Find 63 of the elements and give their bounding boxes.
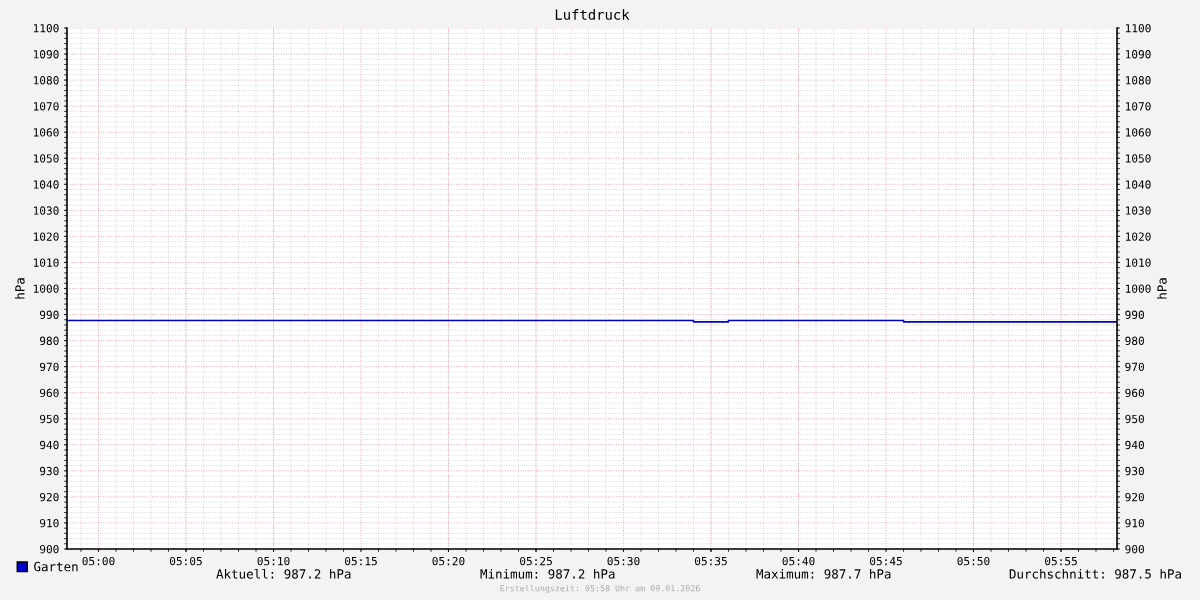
text: Erstellungszeit: 05:58 Uhr am 09.01.2026 bbox=[500, 584, 700, 594]
x-tick-label: 05:20 bbox=[432, 556, 465, 566]
y-tick-label: 1090 bbox=[33, 50, 59, 59]
y-tick-label: 900 bbox=[39, 545, 59, 554]
y-tick-label: 960 bbox=[39, 388, 59, 398]
y-tick-label: 1080 bbox=[33, 76, 59, 85]
x-tick-label: 05:45 bbox=[870, 556, 902, 566]
y2-tick-label: 960 bbox=[1125, 388, 1144, 398]
y2-tick-label: 1050 bbox=[1125, 154, 1151, 163]
y2-tick-label: 1100 bbox=[1125, 24, 1151, 33]
x-tick-label: 05:55 bbox=[1045, 556, 1077, 566]
y2-tick-label: 1090 bbox=[1125, 50, 1151, 59]
y2-tick-label: 1080 bbox=[1125, 76, 1151, 85]
y2-axis-title: hPa bbox=[1157, 278, 1167, 299]
chart-title: Luftdruck bbox=[555, 9, 630, 20]
x-tick-label: 05:30 bbox=[607, 556, 640, 566]
x-tick-label: 05:10 bbox=[257, 556, 290, 566]
y-tick-label: 1010 bbox=[33, 258, 59, 267]
y-tick-label: 1030 bbox=[33, 206, 59, 215]
y2-tick-label: 940 bbox=[1125, 440, 1144, 450]
y-tick-label: 940 bbox=[39, 440, 59, 450]
y2-tick-label: 1070 bbox=[1125, 102, 1151, 111]
text: Maximum: 987.7 hPa bbox=[756, 568, 891, 579]
x-tick-label: 05:05 bbox=[169, 556, 202, 566]
y2-tick-label: 920 bbox=[1125, 492, 1144, 502]
y-tick-label: 1100 bbox=[33, 24, 59, 33]
y-axis-title: hPa bbox=[14, 278, 25, 299]
x-tick-label: 05:40 bbox=[782, 556, 815, 566]
y2-tick-label: 1040 bbox=[1125, 180, 1151, 189]
y-tick-label: 1040 bbox=[33, 180, 59, 189]
y-tick-label: 980 bbox=[39, 336, 59, 346]
y-tick-label: 970 bbox=[39, 362, 59, 372]
x-tick-label: 05:25 bbox=[520, 556, 552, 566]
y2-tick-label: 970 bbox=[1125, 362, 1144, 372]
y2-tick-label: 1000 bbox=[1125, 284, 1151, 293]
y2-tick-label: 950 bbox=[1125, 414, 1144, 424]
x-tick-label: 05:00 bbox=[82, 556, 115, 566]
y2-tick-label: 1020 bbox=[1125, 232, 1151, 241]
y-tick-label: 950 bbox=[39, 414, 59, 424]
x-tick-label: 05:50 bbox=[957, 556, 990, 566]
text: Durchschnitt: 987.5 hPa bbox=[1009, 568, 1181, 579]
y-tick-label: 910 bbox=[39, 518, 59, 528]
y2-tick-label: 1060 bbox=[1125, 128, 1151, 137]
y2-tick-label: 980 bbox=[1125, 336, 1144, 346]
x-tick-label: 05:15 bbox=[345, 556, 377, 566]
y-tick-label: 990 bbox=[39, 310, 59, 319]
y-tick-label: 1070 bbox=[33, 102, 59, 111]
y2-tick-label: 930 bbox=[1125, 466, 1144, 476]
text: Minimum: 987.2 hPa bbox=[480, 568, 615, 579]
y-tick-label: 1050 bbox=[33, 154, 59, 163]
y-tick-label: 1000 bbox=[33, 284, 59, 293]
x-tick-label: 05:35 bbox=[694, 556, 727, 566]
y2-tick-label: 1010 bbox=[1125, 258, 1151, 267]
text: Aktuell: 987.2 hPa bbox=[216, 568, 351, 579]
y2-tick-label: 990 bbox=[1125, 310, 1144, 319]
y-tick-label: 1060 bbox=[33, 128, 59, 137]
y2-tick-label: 900 bbox=[1125, 545, 1144, 554]
y-tick-label: 1020 bbox=[33, 232, 59, 241]
y-tick-label: 920 bbox=[39, 492, 59, 502]
y2-tick-label: 1030 bbox=[1125, 206, 1151, 215]
legend-label: Garten bbox=[34, 561, 78, 572]
y-tick-label: 930 bbox=[39, 466, 59, 476]
y2-tick-label: 910 bbox=[1125, 518, 1144, 528]
